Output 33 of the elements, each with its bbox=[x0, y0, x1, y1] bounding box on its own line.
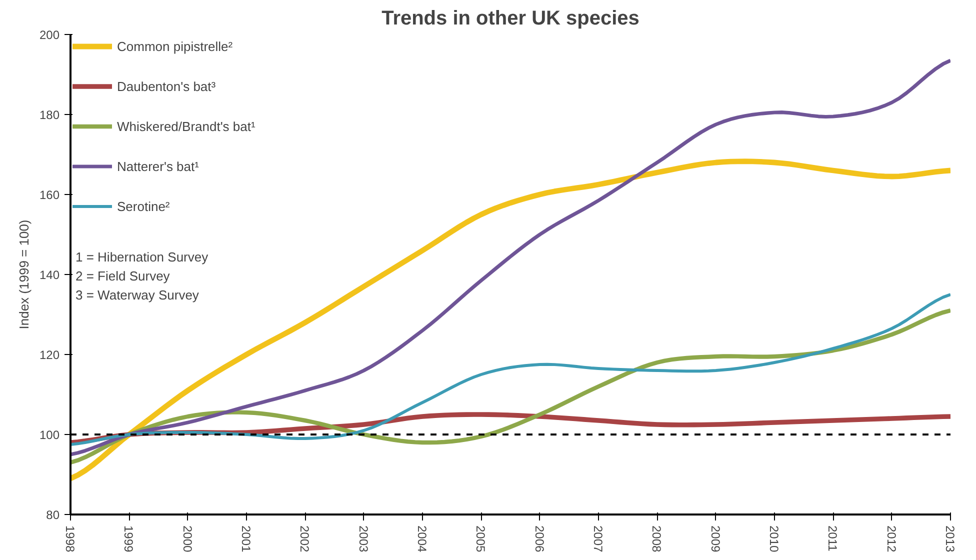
x-tick-label: 2007 bbox=[591, 526, 605, 553]
y-tick-label: 80 bbox=[46, 508, 60, 522]
x-tick-label: 2009 bbox=[708, 526, 722, 553]
x-tick-label: 2004 bbox=[415, 526, 429, 553]
legend-label: Serotine² bbox=[117, 198, 170, 214]
x-tick-label: 2013 bbox=[943, 526, 957, 553]
x-tick-label: 2002 bbox=[298, 526, 312, 553]
y-tick-label: 120 bbox=[39, 348, 60, 362]
x-tick-label: 2008 bbox=[650, 526, 664, 553]
legend-label: Common pipistrelle² bbox=[117, 38, 233, 54]
y-tick-label: 160 bbox=[39, 188, 60, 202]
annotation: 3 = Waterway Survey bbox=[76, 288, 200, 302]
annotation: 1 = Hibernation Survey bbox=[76, 250, 209, 264]
y-tick-label: 140 bbox=[39, 268, 60, 282]
x-tick-label: 2005 bbox=[474, 526, 488, 553]
legend-label: Natterer's bat¹ bbox=[117, 158, 199, 174]
x-tick-label: 2011 bbox=[826, 526, 840, 552]
x-tick-label: 1998 bbox=[63, 526, 77, 553]
y-tick-label: 180 bbox=[39, 108, 60, 122]
y-tick-label: 100 bbox=[39, 428, 60, 442]
x-tick-label: 1999 bbox=[122, 526, 136, 553]
x-tick-label: 2012 bbox=[884, 526, 898, 553]
x-tick-label: 2001 bbox=[239, 526, 253, 553]
annotation: 2 = Field Survey bbox=[76, 268, 170, 284]
legend-label: Whiskered/Brandt's bat¹ bbox=[117, 118, 256, 134]
y-tick-label: 200 bbox=[39, 28, 60, 42]
x-tick-label: 2000 bbox=[180, 526, 194, 553]
x-tick-label: 2003 bbox=[356, 526, 370, 553]
y-axis-title: Index (1999 = 100) bbox=[16, 220, 32, 330]
x-tick-label: 2006 bbox=[532, 526, 546, 553]
x-tick-label: 2010 bbox=[767, 526, 781, 553]
chart-title: Trends in other UK species bbox=[382, 8, 640, 30]
legend-label: Daubenton's bat³ bbox=[117, 78, 216, 94]
